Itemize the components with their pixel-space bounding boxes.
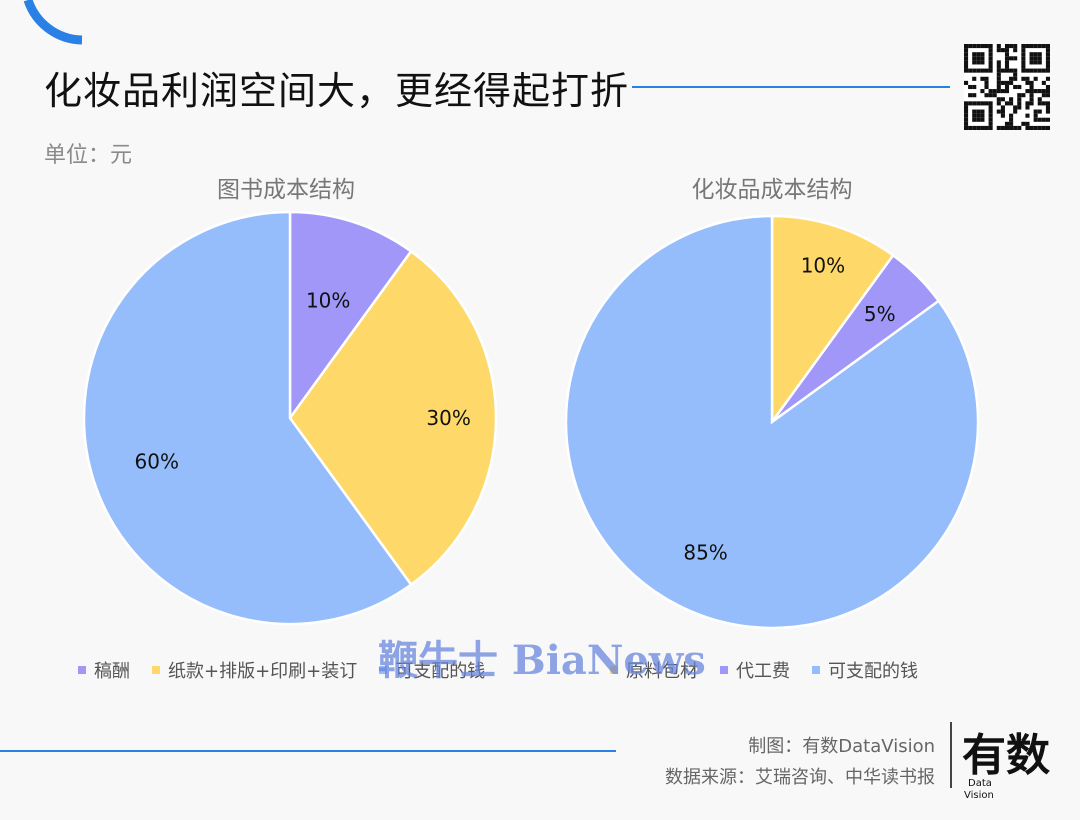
data-label: 10% [306, 288, 350, 312]
legend-label: 可支配的钱 [828, 661, 918, 682]
legend-item: 代工费 [720, 657, 790, 683]
data-label: 60% [135, 449, 179, 473]
pie-slice [564, 214, 980, 630]
data-source: 数据来源：艾瑞咨询、中华读书报 [665, 767, 935, 788]
chart-title-cosmetics: 化妆品成本结构 [691, 177, 853, 203]
legend-books: 稿酬 纸款+排版+印刷+装订 可支配的钱 [78, 657, 507, 683]
legend-item: 原料包材 [610, 657, 698, 683]
title-underline [632, 86, 950, 88]
footer-divider [950, 722, 952, 788]
legend-label: 可支配的钱 [395, 661, 486, 682]
legend-item: 纸款+排版+印刷+装订 [152, 657, 357, 683]
corner-arc-icon [23, 0, 83, 45]
qr-code-icon [964, 44, 1050, 130]
data-label: 85% [683, 540, 727, 564]
footer-rule [0, 750, 616, 752]
legend-swatch [720, 666, 728, 674]
data-label: 10% [801, 253, 845, 277]
watermark: 鞭牛士 BiaNews [378, 637, 706, 684]
legend-swatch [152, 666, 160, 674]
legend-swatch [812, 666, 820, 674]
legend-label: 纸款+排版+印刷+装订 [168, 661, 358, 682]
legend-cosmetics: 原料包材 代工费 可支配的钱 [610, 657, 940, 683]
legend-label: 原料包材 [626, 661, 698, 682]
legend-label: 稿酬 [94, 661, 130, 682]
legend-swatch [610, 666, 618, 674]
page-title: 化妆品利润空间大，更经得起打折 [44, 69, 630, 113]
pie-slice [288, 249, 498, 587]
unit-label: 单位：元 [44, 143, 133, 168]
data-label: 5% [864, 302, 896, 326]
legend-item: 可支配的钱 [379, 657, 485, 683]
legend-item: 可支配的钱 [812, 657, 918, 683]
legend-label: 代工费 [736, 661, 790, 682]
logo-sub-text: Data [968, 778, 992, 789]
data-label: 30% [426, 406, 470, 430]
legend-item: 稿酬 [78, 657, 130, 683]
pie-slice [288, 210, 413, 422]
datavision-logo: 有数 Data Vision [962, 730, 1050, 801]
pie-slice [82, 210, 413, 626]
chart-title-books: 图书成本结构 [217, 177, 355, 203]
legend-swatch [379, 666, 388, 674]
logo-sub-text: Vision [964, 790, 994, 801]
chart-credit: 制图：有数DataVision [748, 736, 935, 757]
legend-swatch [78, 666, 86, 674]
pie-slice [770, 214, 895, 426]
logo-main-text: 有数 [962, 730, 1050, 781]
